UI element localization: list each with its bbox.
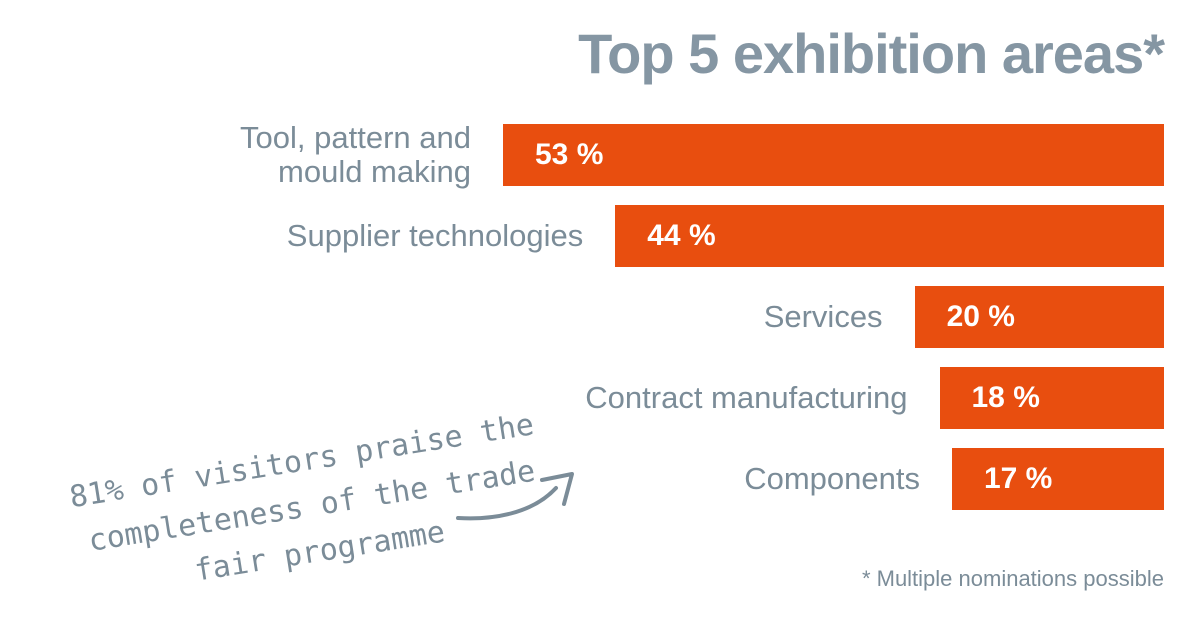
bar-value-label: 18 % bbox=[971, 381, 1040, 414]
bar bbox=[951, 448, 1164, 510]
bar-value-label: 44 % bbox=[647, 219, 716, 252]
bar bbox=[615, 205, 1164, 267]
chart-title: Top 5 exhibition areas* bbox=[578, 22, 1165, 85]
bar-value-label: 53 % bbox=[535, 138, 604, 171]
annotation-arrowhead-icon bbox=[540, 472, 574, 506]
bar bbox=[503, 124, 1164, 186]
bar-value-label: 17 % bbox=[983, 462, 1053, 495]
annotation-arrow-icon bbox=[456, 486, 558, 521]
bar-value-label: 20 % bbox=[946, 300, 1015, 333]
category-label: Components bbox=[744, 461, 920, 496]
footnote: * Multiple nominations possible bbox=[861, 566, 1164, 591]
category-label: Contract manufacturing bbox=[585, 380, 908, 415]
bar bbox=[914, 286, 1164, 348]
bar bbox=[939, 367, 1164, 429]
category-label: Supplier technologies bbox=[286, 218, 584, 253]
category-label: Tool, pattern and mould making bbox=[240, 120, 471, 190]
annotation-note: 81% of visitors praise the completeness … bbox=[67, 407, 574, 589]
category-label: Services bbox=[763, 299, 883, 334]
